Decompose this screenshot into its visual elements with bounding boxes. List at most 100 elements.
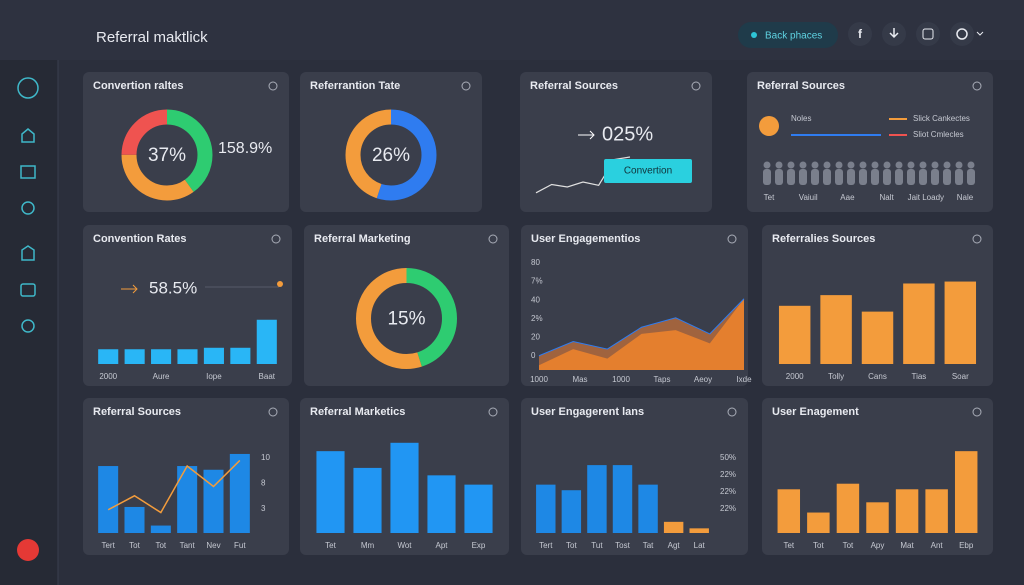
box-icon[interactable] <box>20 165 36 179</box>
axis-label: 22% <box>720 487 736 496</box>
x-label: Lat <box>694 541 706 550</box>
person-body <box>907 169 915 185</box>
settings-button[interactable] <box>950 22 974 46</box>
x-label: Vaiuil <box>799 193 818 202</box>
bar <box>124 506 145 533</box>
facebook-label[interactable]: f <box>858 27 863 41</box>
person-head <box>799 161 807 169</box>
card <box>747 72 993 212</box>
person-head <box>775 161 783 169</box>
legend-label: Sliot Cmlecles <box>913 130 964 139</box>
person-body <box>943 169 951 185</box>
person-head <box>787 161 795 169</box>
user-avatar[interactable] <box>17 539 39 561</box>
area-outline <box>538 298 745 357</box>
person-body <box>775 169 783 185</box>
person-head <box>811 161 819 169</box>
x-label: Tot <box>566 541 577 550</box>
convert-label: Convertion <box>624 166 672 177</box>
x-label: Nalt <box>879 193 894 202</box>
person-body <box>811 169 819 185</box>
axis-label: 0 <box>531 351 536 360</box>
app-title: Referral maktlick <box>96 29 208 46</box>
axis-label: 22% <box>720 504 736 513</box>
x-label: Cans <box>868 372 887 381</box>
x-label: Nale <box>957 193 974 202</box>
refresh-icon <box>972 81 982 91</box>
bar <box>836 483 860 533</box>
share-icon <box>922 28 934 40</box>
card-title: User Engagerent lans <box>531 406 644 418</box>
convert-button <box>604 159 692 183</box>
x-label: Wot <box>397 541 412 550</box>
help-icon[interactable] <box>21 319 35 333</box>
bar <box>150 525 171 533</box>
donut-segment <box>345 109 437 201</box>
bar <box>536 484 556 533</box>
home-icon[interactable] <box>21 128 35 143</box>
dropdown-icon <box>976 31 984 36</box>
bar <box>903 283 935 364</box>
person-head <box>763 161 771 169</box>
x-label: Aae <box>840 193 855 202</box>
sidebar <box>0 60 58 585</box>
x-label: Aeoy <box>694 375 712 384</box>
pointer-dot <box>277 281 283 287</box>
bar <box>807 512 830 533</box>
bar <box>777 489 801 533</box>
person-head <box>895 161 903 169</box>
bar <box>638 484 658 533</box>
person-body <box>967 169 975 185</box>
person-body <box>931 169 939 185</box>
x-label: Exp <box>472 541 486 550</box>
share-button[interactable] <box>916 22 940 46</box>
bar <box>944 281 977 364</box>
doc-icon[interactable] <box>21 245 35 261</box>
x-label: Ant <box>931 541 944 550</box>
person-body <box>895 169 903 185</box>
x-label: Ixde <box>736 375 752 384</box>
facebook-button[interactable] <box>848 22 872 46</box>
download-icon <box>889 28 899 39</box>
x-label: Tias <box>911 372 926 381</box>
x-label: Tot <box>813 541 824 550</box>
bar <box>778 305 811 364</box>
back-button[interactable] <box>738 22 838 48</box>
refresh-icon <box>727 407 737 417</box>
chat-icon[interactable] <box>21 201 35 215</box>
x-label: Tert <box>539 541 553 550</box>
x-label: Jait Loady <box>908 193 944 202</box>
refresh-icon <box>268 81 278 91</box>
bar <box>587 465 607 533</box>
donut-center: 26% <box>372 145 410 166</box>
bar <box>390 442 419 533</box>
card-title: Referral Sources <box>93 406 181 418</box>
bar <box>866 502 889 533</box>
search-icon[interactable] <box>17 77 39 99</box>
x-label: Nev <box>206 541 220 550</box>
x-label: Tert <box>101 541 115 550</box>
bar <box>203 469 224 533</box>
person-body <box>883 169 891 185</box>
back-button-label[interactable]: Back phaces <box>765 31 822 42</box>
refresh-icon <box>488 234 498 244</box>
button-icon <box>751 32 757 38</box>
card <box>83 225 292 386</box>
bar <box>353 467 382 533</box>
bar <box>954 451 978 533</box>
donut-center: 15% <box>387 309 425 330</box>
x-label: Aure <box>153 372 170 381</box>
card-title: Referralies Sources <box>772 233 875 245</box>
x-label: Tost <box>615 541 630 550</box>
card-title: Referral Marketing <box>314 233 411 245</box>
bar <box>561 490 582 533</box>
refresh-icon <box>972 234 982 244</box>
card-title: Convertion raltes <box>93 80 183 92</box>
store-icon[interactable] <box>20 283 36 297</box>
x-label: Tot <box>129 541 140 550</box>
axis-label: 7% <box>531 277 543 286</box>
x-label: 1000 <box>530 375 548 384</box>
person-body <box>763 169 771 185</box>
refresh-icon <box>268 407 278 417</box>
x-label: Soar <box>952 372 969 381</box>
